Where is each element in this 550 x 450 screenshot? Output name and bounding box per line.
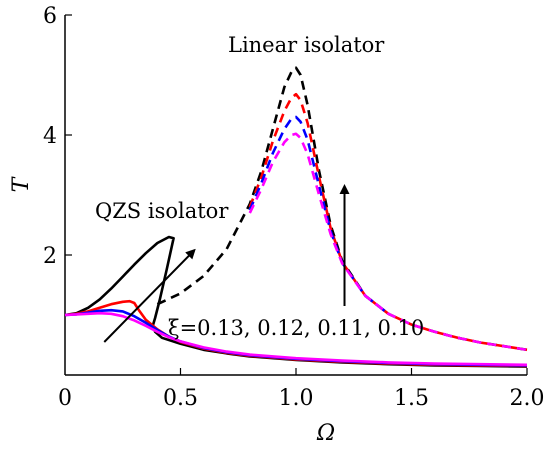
trend-arrow xyxy=(103,248,196,343)
x-axis-label: Ω xyxy=(316,421,335,446)
x-tick-label: 0.5 xyxy=(163,386,198,411)
x-tick-label: 1.5 xyxy=(394,386,429,411)
curves xyxy=(64,66,528,368)
y-tick-label: 4 xyxy=(43,124,57,149)
x-tick-label: 2.0 xyxy=(510,386,545,411)
qzs-isolator-annotation: QZS isolator xyxy=(95,199,229,223)
y-tick-label: 2 xyxy=(43,244,57,269)
linear-isolator-annotation: Linear isolator xyxy=(228,33,385,57)
y-axis-label: T xyxy=(9,175,34,192)
arrows xyxy=(103,184,350,343)
x-tick-label: 0 xyxy=(58,386,72,411)
linear-curve-7 xyxy=(248,132,528,352)
y-tick-label: 6 xyxy=(43,4,57,29)
linear-curve-4 xyxy=(156,66,528,352)
x-tick-label: 1.0 xyxy=(279,386,314,411)
ticks: 0 0.5 1.0 1.5 2.0 2 4 6 xyxy=(43,4,545,411)
damping-ratio-annotation: ξ=0.13, 0.12, 0.11, 0.10 xyxy=(168,316,424,340)
linear-curve-5 xyxy=(248,92,528,352)
qzs-curve-3 xyxy=(64,311,528,367)
